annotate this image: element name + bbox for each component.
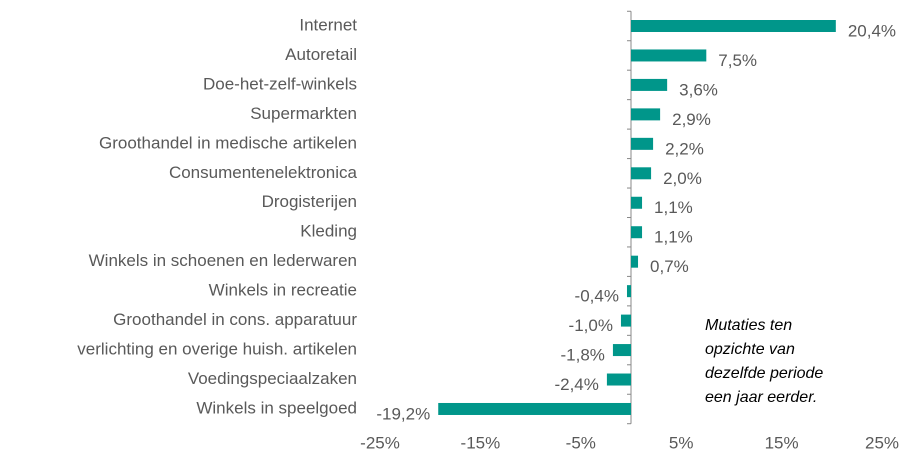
annotation: dezelfde periode: [705, 365, 823, 382]
bar: [631, 137, 654, 150]
x-tick-label: -5%: [566, 433, 596, 452]
category-label: Voedingspeciaalzaken: [188, 369, 357, 388]
bar: [438, 402, 631, 415]
value-label: 7,5%: [718, 51, 757, 70]
value-label: -0,4%: [575, 287, 619, 306]
bar: [631, 255, 639, 268]
value-label: 2,2%: [665, 139, 704, 158]
value-label: 20,4%: [848, 21, 896, 40]
bar: [631, 49, 707, 62]
value-label: 1,1%: [654, 228, 693, 247]
value-label: -19,2%: [376, 404, 430, 423]
category-label: Groothandel in cons. apparatuur: [113, 310, 357, 329]
bar: [631, 78, 668, 91]
bar: [631, 226, 643, 239]
value-label: 3,6%: [679, 80, 718, 99]
category-label: Internet: [299, 15, 357, 34]
value-label: 0,7%: [650, 257, 689, 276]
annotation: Mutaties ten: [705, 317, 792, 334]
value-label: 1,1%: [654, 198, 693, 217]
category-label: Doe-het-zelf-winkels: [203, 74, 357, 93]
annotation: opzichte van: [705, 341, 795, 358]
value-label: 2,9%: [672, 110, 711, 129]
bar: [612, 344, 631, 357]
category-label: verlichting en overige huish. artikelen: [77, 340, 357, 359]
category-label: Winkels in schoenen en lederwaren: [89, 251, 357, 270]
x-tick-label: 5%: [669, 433, 694, 452]
value-label: 2,0%: [663, 169, 702, 188]
x-tick-label: 15%: [765, 433, 799, 452]
category-label: Kleding: [300, 222, 357, 241]
bar: [626, 285, 631, 298]
value-label: -1,8%: [561, 346, 605, 365]
category-label: Winkels in recreatie: [209, 281, 357, 300]
value-label: -2,4%: [554, 375, 598, 394]
category-label: Autoretail: [285, 45, 357, 64]
bar: [631, 20, 836, 32]
annotation: een jaar eerder.: [705, 389, 817, 406]
bar: [631, 108, 661, 121]
bar: [631, 167, 652, 180]
value-label: -1,0%: [569, 316, 613, 335]
category-label: Groothandel in medische artikelen: [99, 133, 357, 152]
x-tick-label: -25%: [360, 433, 400, 452]
category-label: Supermarkten: [250, 104, 357, 123]
bar: [606, 373, 631, 386]
x-tick-label: 25%: [865, 433, 899, 452]
bar: [631, 196, 643, 209]
category-label: Drogisterijen: [262, 192, 357, 211]
category-label: Winkels in speelgoed: [196, 398, 357, 417]
category-label: Consumentenelektronica: [169, 163, 358, 182]
x-tick-label: -15%: [461, 433, 501, 452]
bar: [620, 314, 631, 327]
